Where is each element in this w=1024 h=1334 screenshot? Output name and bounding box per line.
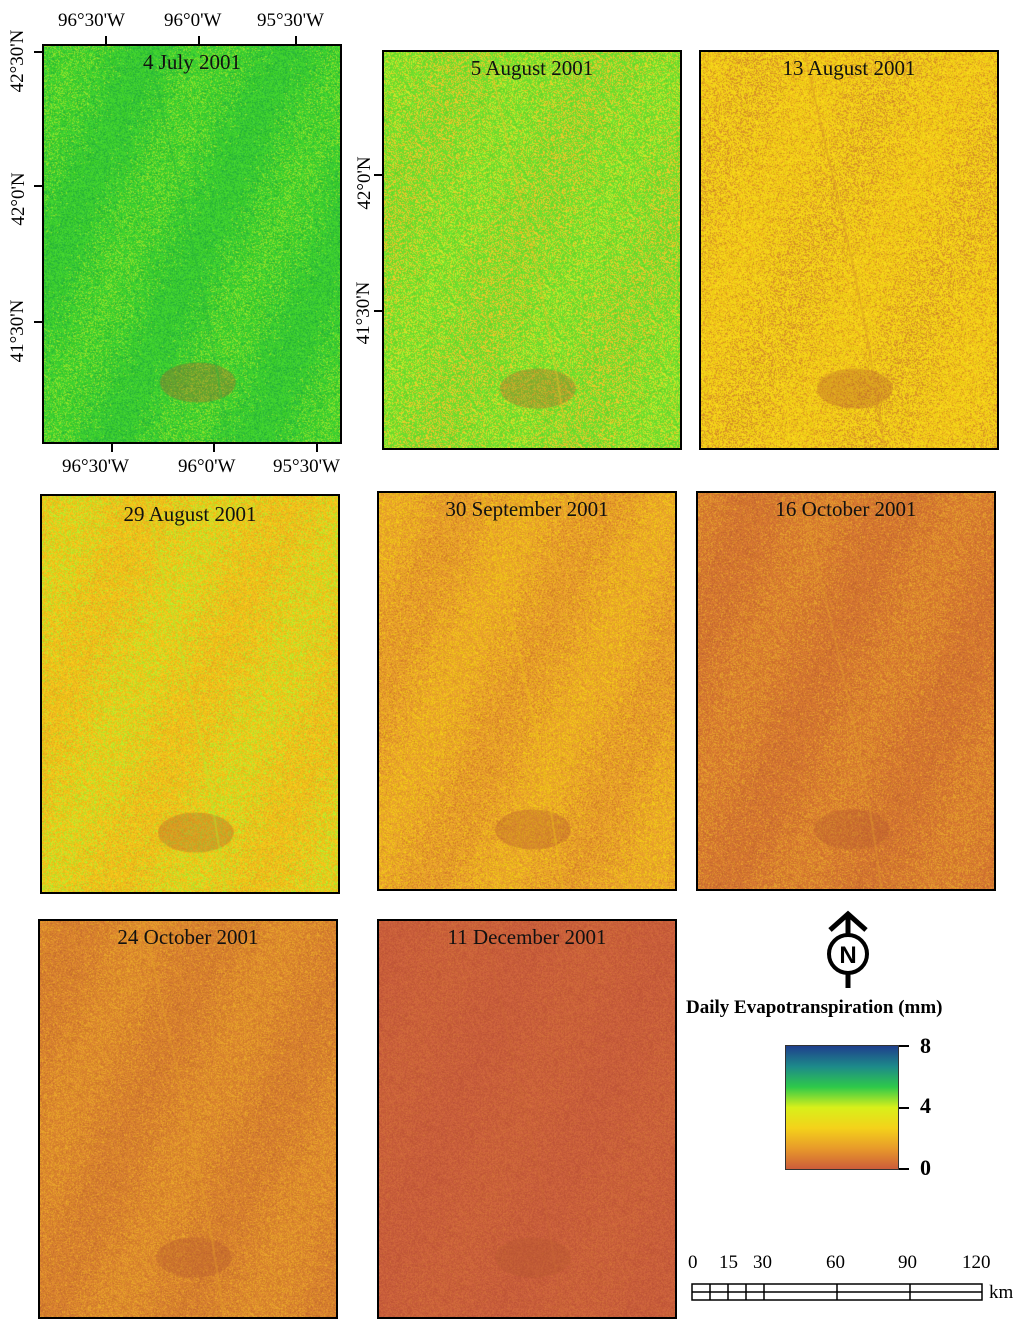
- panel-title: 16 October 2001: [775, 497, 917, 521]
- legend-title: Daily Evapotranspiration (mm): [686, 997, 943, 1018]
- map-panel-24-october-2001: 24 October 2001: [38, 919, 338, 1319]
- tick-mark: [34, 321, 42, 323]
- scale-label: 90: [898, 1252, 917, 1273]
- inner-tick-label: 42°0'N: [354, 156, 375, 210]
- legend-max-label: 8: [920, 1033, 931, 1058]
- et-raster: [42, 496, 338, 892]
- map-panel-11-december-2001: 11 December 2001: [377, 919, 677, 1319]
- map-panel-16-october-2001: 16 October 2001: [696, 491, 996, 891]
- tick-mark: [316, 444, 318, 452]
- tick-mark: [295, 36, 297, 44]
- tick-mark: [111, 444, 113, 452]
- scale-label: 0: [688, 1252, 698, 1273]
- tick-mark: [105, 36, 107, 44]
- color-ramp: [785, 1045, 899, 1170]
- et-raster: [384, 52, 680, 448]
- et-raster: [40, 921, 336, 1317]
- panel-title: 29 August 2001: [123, 502, 257, 526]
- legend-mid-label: 4: [920, 1093, 931, 1118]
- tick-mark: [374, 174, 382, 176]
- tick-mark: [374, 310, 382, 312]
- inner-tick-label: 41°30'N: [353, 281, 374, 345]
- et-raster: [379, 921, 675, 1317]
- tick-mark: [198, 36, 200, 44]
- map-panel-29-august-2001: 29 August 2001: [40, 494, 340, 894]
- left-tick-label: 42°0'N: [8, 172, 29, 226]
- left-tick-label: 41°30'N: [7, 299, 28, 363]
- panel-title: 13 August 2001: [782, 56, 916, 80]
- scale-label: 60: [826, 1252, 845, 1273]
- panel-title: 5 August 2001: [470, 56, 594, 80]
- scale-unit: km: [989, 1282, 1014, 1303]
- bottom-tick-label: 96°0'W: [178, 456, 236, 477]
- bottom-tick-label: 95°30'W: [273, 456, 340, 477]
- map-panel-5-august-2001: 5 August 2001: [382, 50, 682, 450]
- map-panel-30-september-2001: 30 September 2001: [377, 491, 677, 891]
- north-letter: N: [839, 942, 856, 969]
- et-raster: [701, 52, 997, 448]
- top-tick-label: 96°0'W: [164, 10, 222, 31]
- et-raster: [698, 493, 994, 889]
- bottom-tick-label: 96°30'W: [62, 456, 129, 477]
- legend-tick: [899, 1107, 909, 1109]
- top-tick-label: 95°30'W: [257, 10, 324, 31]
- scale-bar: [691, 1283, 983, 1301]
- top-tick-label: 96°30'W: [58, 10, 125, 31]
- tick-mark: [34, 185, 42, 187]
- map-panel-13-august-2001: 13 August 2001: [699, 50, 999, 450]
- et-raster: [44, 46, 340, 442]
- tick-mark: [213, 444, 215, 452]
- panel-title: 11 December 2001: [447, 925, 607, 949]
- legend-tick: [899, 1168, 909, 1170]
- map-panel-4-july-2001: 4 July 2001: [42, 44, 342, 444]
- et-raster: [379, 493, 675, 889]
- north-arrow-icon: N: [827, 910, 869, 988]
- legend-min-label: 0: [920, 1155, 931, 1180]
- scale-label: 30: [753, 1252, 772, 1273]
- tick-mark: [34, 51, 42, 53]
- scale-label: 15: [719, 1252, 738, 1273]
- scale-label: 120: [962, 1252, 991, 1273]
- legend-tick: [899, 1045, 909, 1047]
- left-tick-label: 42°30'N: [7, 29, 28, 93]
- panel-title: 4 July 2001: [142, 50, 241, 74]
- panel-title: 24 October 2001: [117, 925, 259, 949]
- panel-title: 30 September 2001: [445, 497, 609, 521]
